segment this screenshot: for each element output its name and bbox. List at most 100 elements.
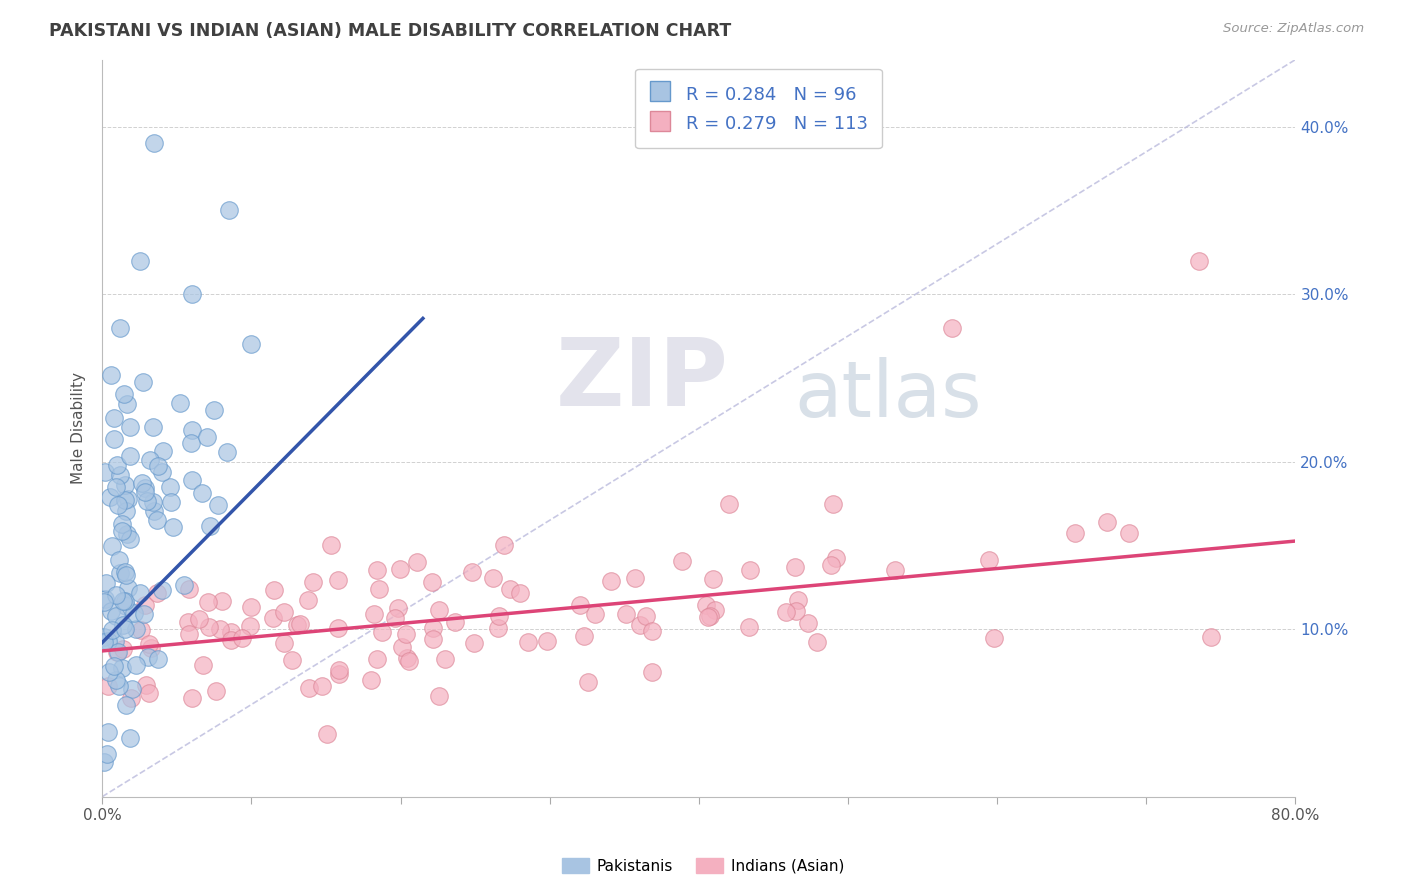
Point: [132, 375, 155, 389]
Point: [108, 553, 131, 567]
Point: [105, 609, 128, 624]
Point: [180, 436, 202, 450]
Point: [117, 527, 139, 541]
Point: [94, 592, 117, 607]
Point: [820, 558, 842, 573]
Point: [641, 665, 664, 680]
Point: [311, 680, 333, 694]
Point: [134, 599, 156, 613]
Point: [825, 551, 848, 566]
Point: [328, 663, 350, 677]
Point: [696, 610, 718, 624]
Point: [1118, 525, 1140, 540]
Point: [434, 652, 457, 666]
Point: [118, 731, 141, 746]
Point: [93, 595, 115, 609]
Point: [191, 485, 214, 500]
Point: [138, 637, 160, 651]
Point: [239, 619, 262, 633]
Point: [797, 616, 820, 631]
Point: [328, 573, 350, 587]
Point: [111, 618, 134, 632]
Point: [142, 494, 165, 508]
Point: [285, 618, 308, 632]
Point: [138, 686, 160, 700]
Point: [136, 649, 159, 664]
Point: [114, 622, 136, 636]
Point: [488, 609, 510, 624]
Point: [717, 496, 740, 510]
Point: [187, 612, 209, 626]
Point: [636, 608, 658, 623]
Point: [103, 432, 125, 446]
Point: [114, 594, 136, 608]
Point: [111, 524, 134, 538]
Point: [108, 467, 131, 482]
Point: [108, 680, 131, 694]
Point: [624, 571, 647, 585]
Point: [297, 593, 319, 607]
Point: [983, 631, 1005, 645]
Point: [219, 632, 242, 647]
Point: [118, 532, 141, 546]
Point: [180, 473, 202, 487]
Point: [486, 621, 509, 635]
Point: [135, 494, 157, 508]
Point: [396, 650, 419, 665]
Point: [114, 478, 136, 492]
Point: [107, 498, 129, 512]
Point: [195, 430, 218, 444]
Point: [702, 572, 724, 586]
Text: PAKISTANI VS INDIAN (ASIAN) MALE DISABILITY CORRELATION CHART: PAKISTANI VS INDIAN (ASIAN) MALE DISABIL…: [49, 22, 731, 40]
Point: [115, 504, 138, 518]
Point: [823, 496, 845, 510]
Point: [125, 658, 148, 673]
Point: [101, 623, 124, 637]
Point: [103, 659, 125, 673]
Point: [169, 396, 191, 410]
Point: [97, 679, 120, 693]
Point: [1097, 515, 1119, 529]
Point: [97, 724, 120, 739]
Text: atlas: atlas: [794, 357, 981, 433]
Point: [263, 582, 285, 597]
Point: [536, 633, 558, 648]
Point: [93, 635, 115, 649]
Point: [150, 582, 173, 597]
Y-axis label: Male Disability: Male Disability: [72, 372, 86, 484]
Point: [111, 516, 134, 531]
Point: [100, 604, 122, 618]
Point: [200, 518, 222, 533]
Point: [105, 645, 128, 659]
Point: [108, 566, 131, 580]
Point: [695, 598, 717, 612]
Point: [131, 623, 153, 637]
Point: [671, 554, 693, 568]
Point: [420, 575, 443, 590]
Point: [509, 585, 531, 599]
Point: [114, 565, 136, 579]
Point: [128, 586, 150, 600]
Point: [104, 633, 127, 648]
Point: [574, 629, 596, 643]
Point: [616, 607, 638, 621]
Point: [180, 287, 202, 301]
Legend: Pakistanis, Indians (Asian): Pakistanis, Indians (Asian): [555, 852, 851, 880]
Point: [118, 420, 141, 434]
Text: ZIP: ZIP: [555, 334, 728, 426]
Point: [115, 568, 138, 582]
Point: [143, 136, 166, 151]
Point: [114, 493, 136, 508]
Point: [132, 607, 155, 621]
Point: [138, 452, 160, 467]
Point: [134, 481, 156, 495]
Point: [240, 600, 263, 615]
Point: [143, 504, 166, 518]
Point: [108, 320, 131, 334]
Point: [640, 624, 662, 638]
Point: [569, 598, 592, 612]
Point: [366, 651, 388, 665]
Point: [94, 575, 117, 590]
Point: [205, 684, 228, 698]
Point: [98, 490, 121, 504]
